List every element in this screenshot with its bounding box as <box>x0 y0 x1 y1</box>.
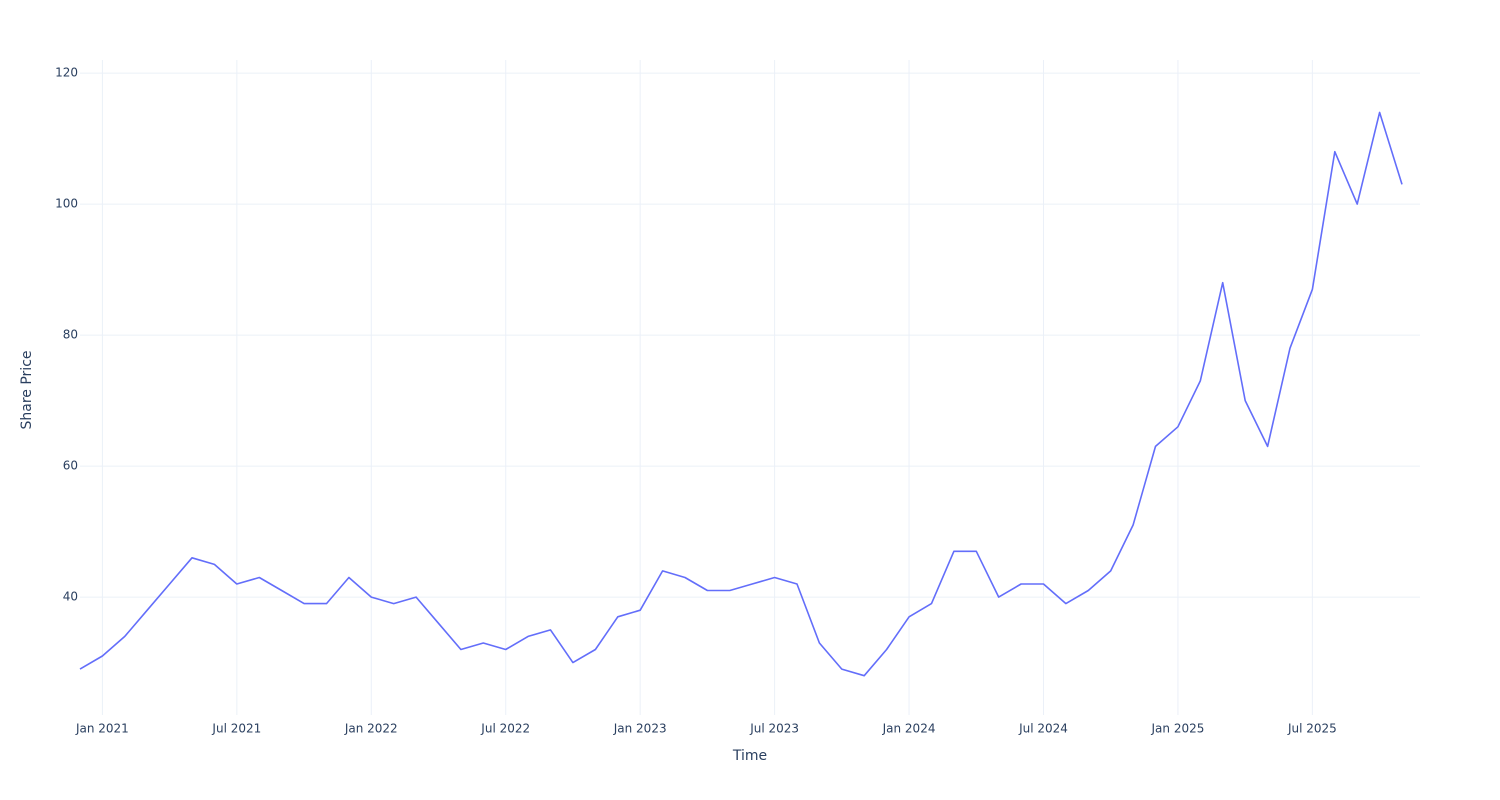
y-tick-label: 60 <box>63 459 78 473</box>
y-tick-label: 100 <box>55 197 78 211</box>
x-tick-label: Jan 2022 <box>344 722 398 736</box>
y-tick-label: 80 <box>63 328 78 342</box>
x-tick-label: Jul 2024 <box>1018 722 1068 736</box>
x-tick-label: Jul 2022 <box>480 722 530 736</box>
y-tick-label: 40 <box>63 590 78 604</box>
y-tick-label: 120 <box>55 66 78 80</box>
price-line <box>79 111 1403 677</box>
x-tick-label: Jan 2025 <box>1151 722 1205 736</box>
x-tick-label: Jan 2023 <box>613 722 667 736</box>
x-tick-label: Jul 2023 <box>749 722 799 736</box>
x-tick-label: Jul 2021 <box>211 722 261 736</box>
x-tick-label: Jan 2021 <box>75 722 129 736</box>
x-axis-title: Time <box>732 748 767 764</box>
y-axis-title: Share Price <box>19 350 35 429</box>
x-tick-label: Jan 2024 <box>882 722 936 736</box>
x-tick-label: Jul 2025 <box>1287 722 1337 736</box>
